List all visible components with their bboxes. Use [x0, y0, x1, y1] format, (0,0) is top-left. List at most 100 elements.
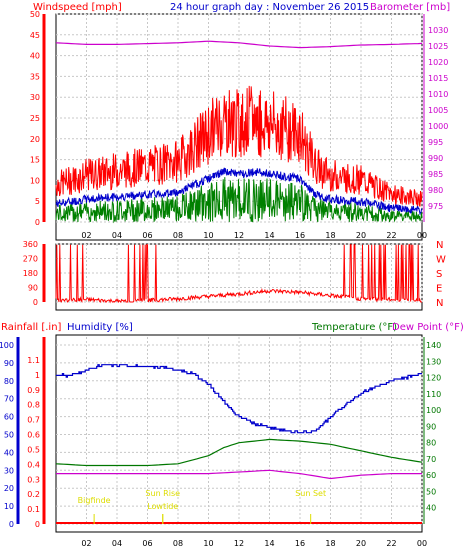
rainfall-tick-label-4: 0.4 [27, 460, 40, 469]
barometer-axis-title: Barometer [mb] [370, 2, 450, 13]
windspeed-low-line [55, 177, 423, 224]
windspeed-gust-line [55, 85, 423, 207]
rainfall-tick-label-11: 1.1 [27, 356, 40, 365]
temperature-tick-label-9: 130 [426, 357, 441, 366]
windspeed-avg-line [55, 167, 423, 216]
event-label-3: Sun Set [295, 489, 326, 498]
event-label-2: Lowtide [147, 502, 178, 511]
wind-x-tick-label-7: 16 [295, 231, 305, 240]
barometer-line [55, 40, 423, 49]
temperature-tick-label-3: 70 [426, 455, 436, 464]
wind-tick-label-1: 5 [35, 197, 40, 206]
wind-tick-label-3: 15 [30, 156, 40, 165]
humidity-x-tick-label-5: 12 [234, 539, 244, 548]
humidity-x-tick-label-10: 22 [386, 539, 396, 548]
temperature-tick-label-8: 120 [426, 374, 441, 383]
direction-compass-label-0: N [436, 298, 443, 309]
rainfall-tick-label-10: 1 [35, 371, 40, 380]
wind-tick-label-10: 50 [30, 10, 40, 19]
humidity-tick-label-2: 20 [4, 484, 14, 493]
temperature-tick-label-7: 110 [426, 390, 441, 399]
humidity-x-tick-label-7: 16 [295, 539, 305, 548]
barometer-tick-label-9: 1020 [428, 58, 448, 67]
humidity-x-tick-label-11: 00 [417, 539, 427, 548]
wind-x-tick-label-4: 10 [203, 231, 213, 240]
direction-tick-label-1: 90 [28, 284, 38, 293]
wind-x-tick-label-1: 04 [112, 231, 122, 240]
direction-tick-label-4: 360 [23, 240, 38, 249]
barometer-tick-label-1: 980 [428, 186, 443, 195]
axes-layer: 0510152025303540455097598098599099510001… [0, 10, 448, 548]
rainfall-tick-label-1: 0.1 [27, 505, 40, 514]
wind-x-tick-label-5: 12 [234, 231, 244, 240]
events-layer: Bigfinde Sun Rise Lowtide Sun Set [78, 489, 326, 524]
barometer-tick-label-5: 1000 [428, 122, 448, 131]
wind-tick-label-8: 40 [30, 52, 40, 61]
humidity-tick-label-6: 60 [4, 413, 14, 422]
rainfall-tick-label-0: 0 [35, 520, 40, 529]
temperature-tick-label-0: 40 [426, 504, 436, 513]
wind-x-tick-label-6: 14 [264, 231, 274, 240]
wind-tick-label-4: 20 [30, 135, 40, 144]
wind-x-tick-label-2: 06 [142, 231, 152, 240]
dewpoint-axis-title: Dew Point (°F) [392, 322, 464, 333]
temperature-tick-label-2: 60 [426, 471, 436, 480]
rainfall-axis-title: Rainfall [.in] [1, 322, 62, 333]
humidity-tick-label-8: 80 [4, 377, 14, 386]
humidity-x-tick-label-1: 04 [112, 539, 122, 548]
rainfall-tick-label-9: 0.9 [27, 386, 40, 395]
direction-compass-label-3: W [436, 255, 446, 266]
direction-compass-label-2: S [436, 269, 442, 280]
humidity-tick-label-1: 10 [4, 502, 14, 511]
wind-tick-label-9: 45 [30, 31, 40, 40]
wind-tick-label-0: 0 [35, 218, 40, 227]
wind-tick-label-6: 30 [30, 93, 40, 102]
temperature-tick-label-4: 80 [426, 439, 436, 448]
wind-direction-line [55, 244, 422, 304]
temperature-tick-label-5: 90 [426, 422, 436, 431]
event-label-0: Bigfinde [78, 496, 111, 505]
wind-x-tick-label-3: 08 [173, 231, 183, 240]
wind-tick-label-7: 35 [30, 72, 40, 81]
humidity-tick-label-9: 90 [4, 359, 14, 368]
humidity-x-tick-label-3: 08 [173, 539, 183, 548]
wind-tick-label-5: 25 [30, 114, 40, 123]
humidity-x-tick-label-4: 10 [203, 539, 213, 548]
series-layer [55, 40, 423, 524]
barometer-tick-label-2: 985 [428, 170, 443, 179]
humidity-tick-label-7: 70 [4, 395, 14, 404]
direction-compass-label-1: E [436, 284, 442, 295]
wind-x-tick-label-0: 02 [81, 231, 91, 240]
event-label-1: Sun Rise [145, 489, 180, 498]
humidity-tick-label-4: 40 [4, 448, 14, 457]
temperature-tick-label-6: 100 [426, 406, 441, 415]
barometer-tick-label-10: 1025 [428, 42, 448, 51]
rainfall-tick-label-5: 0.5 [27, 445, 40, 454]
temperature-tick-label-1: 50 [426, 487, 436, 496]
humidity-x-tick-label-9: 20 [356, 539, 366, 548]
wind-x-tick-label-9: 20 [356, 231, 366, 240]
humidity-x-tick-label-6: 14 [264, 539, 274, 548]
humidity-line [56, 364, 422, 434]
humidity-tick-label-10: 100 [0, 341, 14, 350]
humidity-tick-label-3: 30 [4, 466, 14, 475]
windspeed-axis-title: Windspeed [mph] [33, 2, 122, 13]
barometer-tick-label-8: 1015 [428, 74, 448, 83]
barometer-tick-label-3: 990 [428, 154, 443, 163]
rainfall-tick-label-6: 0.6 [27, 431, 40, 440]
humidity-x-tick-label-8: 18 [325, 539, 335, 548]
direction-tick-label-0: 0 [33, 298, 38, 307]
humidity-tick-label-0: 0 [9, 520, 14, 529]
wind-tick-label-2: 10 [30, 176, 40, 185]
grid-layer [56, 13, 423, 525]
direction-compass-label-4: N [436, 240, 443, 251]
wind-x-tick-label-8: 18 [325, 231, 335, 240]
rainfall-tick-label-3: 0.3 [27, 475, 40, 484]
wind-x-tick-label-10: 22 [386, 231, 396, 240]
barometer-tick-label-0: 975 [428, 202, 443, 211]
temperature-axis-title: Temperature (°F) [311, 322, 397, 333]
chart-title: 24 hour graph day : November 26 2015 [170, 2, 369, 13]
barometer-tick-label-4: 995 [428, 138, 443, 147]
humidity-axis-title: Humidity [%] [67, 322, 133, 333]
rainfall-tick-label-7: 0.7 [27, 416, 40, 425]
